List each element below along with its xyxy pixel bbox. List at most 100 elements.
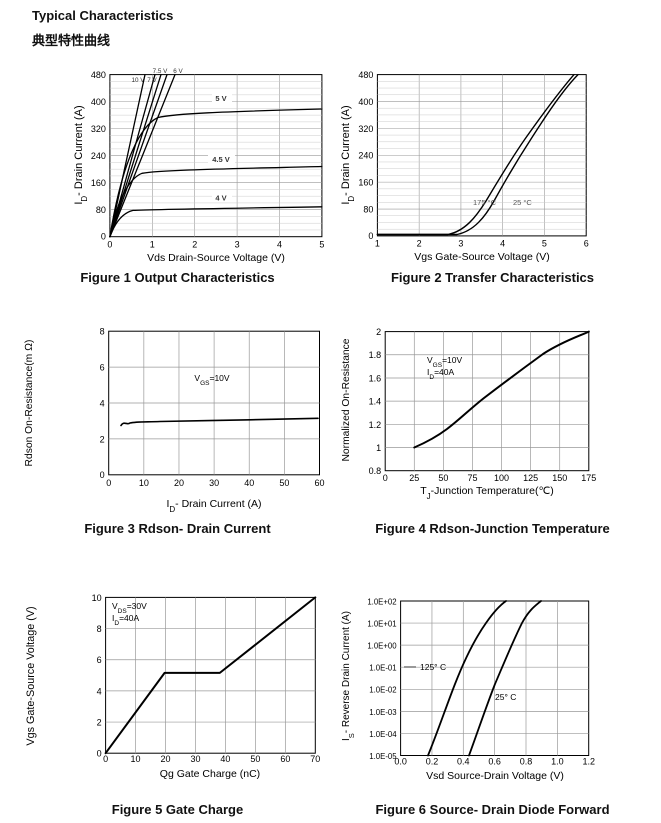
svg-text:1.0E-03: 1.0E-03 (369, 708, 396, 717)
svg-text:1.8: 1.8 (369, 350, 382, 360)
svg-text:0: 0 (106, 478, 111, 488)
svg-text:50: 50 (279, 478, 289, 488)
svg-text:150: 150 (552, 473, 567, 483)
svg-text:4: 4 (277, 240, 282, 250)
svg-text:4.5 V: 4.5 V (212, 155, 230, 164)
svg-text:1.0E-05: 1.0E-05 (369, 752, 397, 761)
svg-text:0.2: 0.2 (426, 757, 439, 767)
svg-text:3: 3 (458, 239, 463, 249)
svg-text:Vgs Gate-Source Voltage (V): Vgs Gate-Source Voltage (V) (414, 251, 549, 263)
svg-text:4: 4 (97, 686, 102, 696)
svg-text:8: 8 (97, 624, 102, 634)
svg-text:40: 40 (244, 478, 254, 488)
svg-text:0: 0 (101, 232, 106, 242)
svg-text:1.6: 1.6 (369, 373, 382, 383)
svg-text:175 °C: 175 °C (473, 198, 497, 207)
svg-text:0: 0 (368, 231, 373, 241)
svg-text:0.8: 0.8 (369, 466, 382, 476)
svg-text:5 V: 5 V (215, 94, 226, 103)
svg-text:400: 400 (91, 97, 106, 107)
svg-text:0.8: 0.8 (520, 757, 533, 767)
svg-text:125° C: 125° C (420, 662, 446, 672)
svg-text:ID- Drain Current (A): ID- Drain Current (A) (73, 105, 89, 204)
svg-text:60: 60 (314, 478, 324, 488)
svg-text:400: 400 (358, 97, 373, 107)
svg-text:5: 5 (319, 240, 324, 250)
svg-text:IS- Reverse Drain Current (A): IS- Reverse Drain Current (A) (341, 611, 356, 741)
svg-text:25: 25 (409, 473, 419, 483)
svg-text:160: 160 (358, 178, 373, 188)
svg-text:0: 0 (100, 470, 105, 480)
svg-text:ID- Drain Current (A): ID- Drain Current (A) (166, 498, 261, 514)
svg-text:75: 75 (467, 473, 477, 483)
svg-text:4: 4 (100, 398, 105, 408)
svg-text:2: 2 (97, 717, 102, 727)
svg-text:1.0E-01: 1.0E-01 (369, 664, 396, 673)
svg-text:10: 10 (92, 593, 102, 603)
svg-text:40: 40 (220, 754, 230, 764)
svg-text:0: 0 (97, 749, 102, 759)
svg-text:25 °C: 25 °C (513, 198, 532, 207)
svg-text:6: 6 (584, 239, 589, 249)
svg-text:TJ-Junction Temperature(℃): TJ-Junction Temperature(℃) (420, 485, 553, 501)
svg-text:Qg Gate Charge (nC): Qg Gate Charge (nC) (160, 768, 260, 780)
svg-text:0: 0 (383, 473, 388, 483)
svg-text:1.0E+00: 1.0E+00 (367, 642, 397, 651)
svg-text:50: 50 (250, 754, 260, 764)
svg-text:125: 125 (523, 473, 538, 483)
svg-text:1.2: 1.2 (582, 757, 595, 767)
svg-text:10: 10 (139, 478, 149, 488)
svg-text:320: 320 (358, 124, 373, 134)
svg-text:240: 240 (358, 151, 373, 161)
svg-text:6: 6 (97, 655, 102, 665)
svg-text:3: 3 (235, 240, 240, 250)
svg-text:Normalized On-Resistance: Normalized On-Resistance (341, 338, 352, 461)
svg-text:20: 20 (161, 754, 171, 764)
svg-text:2: 2 (376, 327, 381, 337)
svg-text:1: 1 (376, 443, 381, 453)
svg-text:Vsd Source-Drain Voltage (V): Vsd Source-Drain Voltage (V) (426, 770, 564, 782)
svg-text:80: 80 (96, 205, 106, 215)
svg-text:80: 80 (363, 205, 373, 215)
svg-text:2: 2 (417, 239, 422, 249)
svg-text:100: 100 (494, 473, 509, 483)
svg-text:ID=40A: ID=40A (427, 367, 454, 381)
svg-text:0: 0 (107, 240, 112, 250)
svg-text:VGS=10V: VGS=10V (194, 373, 229, 387)
svg-text:60: 60 (280, 754, 290, 764)
svg-text:30: 30 (209, 478, 219, 488)
svg-text:2: 2 (100, 434, 105, 444)
svg-text:175: 175 (581, 473, 596, 483)
svg-text:1.0E-02: 1.0E-02 (369, 686, 396, 695)
svg-text:Vgs Gate-Source Voltage (V): Vgs Gate-Source Voltage (V) (25, 606, 37, 745)
svg-text:1.0E-04: 1.0E-04 (369, 730, 397, 739)
svg-text:160: 160 (91, 178, 106, 188)
svg-text:70: 70 (310, 754, 320, 764)
svg-text:1.0E+01: 1.0E+01 (367, 620, 396, 629)
svg-text:30: 30 (190, 754, 200, 764)
svg-text:480: 480 (91, 70, 106, 80)
svg-text:0: 0 (103, 754, 108, 764)
svg-text:5: 5 (542, 239, 547, 249)
svg-text:ID- Drain Current (A): ID- Drain Current (A) (340, 105, 356, 204)
svg-text:1.2: 1.2 (369, 420, 382, 430)
svg-text:10: 10 (131, 754, 141, 764)
svg-text:2: 2 (192, 240, 197, 250)
svg-text:0.0: 0.0 (394, 757, 407, 767)
svg-text:1.4: 1.4 (369, 397, 382, 407)
svg-text:480: 480 (358, 70, 373, 80)
svg-text:1: 1 (150, 240, 155, 250)
svg-text:Vds Drain-Source Voltage (V): Vds Drain-Source Voltage (V) (147, 252, 285, 264)
svg-text:10 V: 10 V (132, 77, 146, 84)
svg-text:8: 8 (100, 327, 105, 337)
svg-text:7 V: 7 V (147, 77, 157, 84)
svg-text:4: 4 (500, 239, 505, 249)
svg-text:7.5 V: 7.5 V (153, 68, 169, 75)
svg-text:240: 240 (91, 151, 106, 161)
svg-text:1.0E+02: 1.0E+02 (367, 597, 396, 606)
svg-text:20: 20 (174, 478, 184, 488)
svg-text:1.0: 1.0 (551, 757, 564, 767)
svg-text:0.4: 0.4 (457, 757, 470, 767)
svg-text:Rdson On-Resistance(m Ω): Rdson On-Resistance(m Ω) (24, 340, 35, 467)
svg-text:25° C: 25° C (495, 692, 516, 702)
